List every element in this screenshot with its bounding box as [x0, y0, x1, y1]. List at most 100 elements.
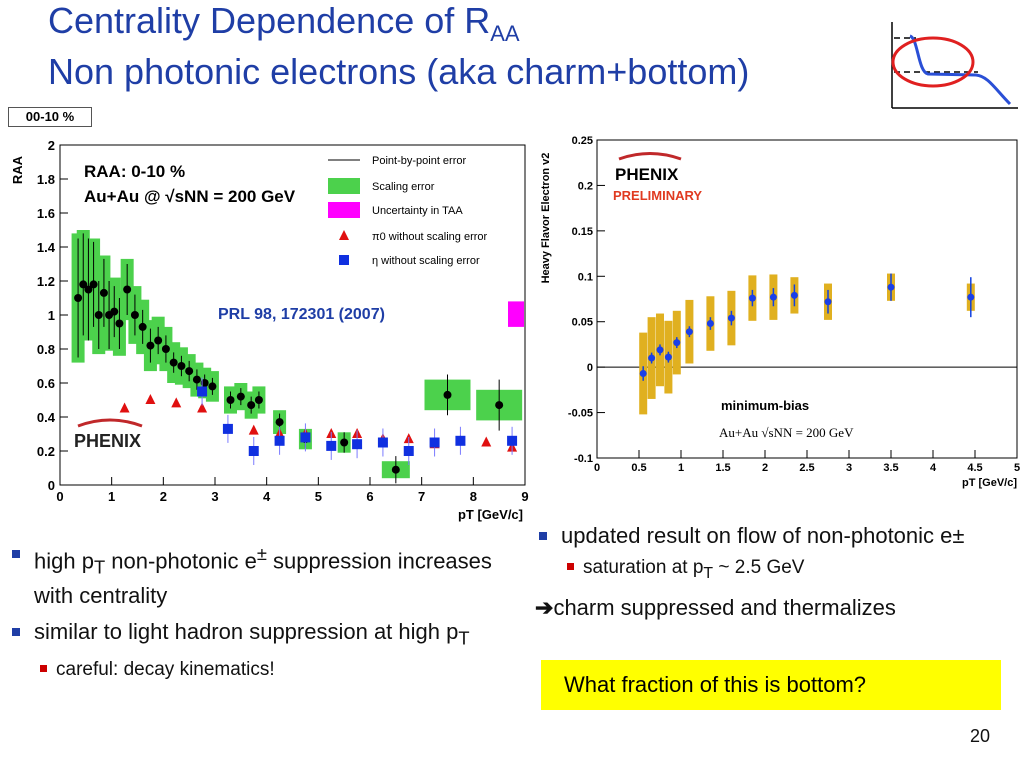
y-tick-label: 0.25	[572, 135, 593, 147]
schematic-sketch	[891, 22, 1018, 109]
legend-entry: Point-by-point error	[372, 155, 466, 167]
x-tick-label: 7	[418, 489, 425, 504]
electron-point	[192, 375, 201, 384]
bullet-1: high pT non-photonic e± suppression incr…	[8, 540, 508, 610]
x-tick-label: 3	[211, 489, 218, 504]
y-tick-label: 1.4	[37, 240, 56, 255]
v2-point	[685, 328, 693, 336]
x-tick-label: 8	[470, 489, 477, 504]
v2-point	[887, 283, 895, 291]
electron-point	[130, 311, 139, 319]
y-tick-label: 1.2	[37, 274, 55, 289]
x-tick-label: 2	[762, 462, 768, 474]
legend-green-marker	[328, 178, 360, 194]
reference: PRL 98, 172301 (2007)	[218, 306, 385, 323]
y-axis-label: Heavy Flavor Electron v2	[540, 153, 552, 284]
y-axis-label: RAA	[10, 155, 25, 184]
electron-point	[247, 401, 256, 410]
legend-entry: Scaling error	[372, 181, 435, 193]
legend-square-marker	[339, 255, 349, 265]
pi0-point	[145, 394, 156, 404]
x-tick-label: 2.5	[799, 462, 814, 474]
eta-point	[377, 437, 388, 448]
v2-point	[706, 320, 714, 328]
eta-point	[326, 440, 337, 451]
v2-point	[673, 339, 681, 347]
annotation-main: RAA: 0-10 %	[84, 162, 185, 181]
eta-point	[248, 446, 259, 456]
v2-point	[748, 294, 756, 302]
left-bullets: high pT non-photonic e± suppression incr…	[8, 540, 508, 684]
y-tick-label: 0.8	[37, 342, 55, 357]
pi0-point	[481, 436, 492, 447]
pi0-point	[119, 402, 130, 413]
electron-point	[340, 438, 349, 447]
x-tick-label: 3	[846, 462, 852, 474]
x-tick-label: 4.5	[967, 462, 982, 474]
electron-point	[169, 358, 178, 367]
y-tick-label: 0	[587, 362, 593, 374]
x-tick-label: 1.5	[715, 462, 730, 474]
x-tick-label: 1	[678, 462, 684, 474]
electron-point	[275, 418, 284, 427]
phenix-logo-arc	[618, 152, 682, 161]
legend-magenta-marker	[328, 202, 360, 218]
electron-point	[236, 392, 245, 401]
preliminary-label: PRELIMINARY	[613, 188, 702, 203]
x-tick-label: 1	[108, 489, 115, 504]
eta-point	[300, 432, 311, 443]
y-tick-label: 1.6	[37, 206, 55, 221]
electron-point	[123, 285, 132, 294]
v2-point	[824, 298, 832, 306]
x-tick-label: 0	[594, 462, 600, 474]
highlight-question: What fraction of this is bottom?	[541, 660, 1001, 710]
pi0-point	[171, 397, 182, 408]
v2-point	[664, 353, 672, 361]
arrow-right-icon: ➔	[535, 594, 554, 620]
plot-frame	[596, 139, 1018, 459]
annotation-energy: Au+Au @ √sNN = 200 GeV	[84, 187, 296, 206]
electron-point	[74, 294, 83, 302]
y-tick-label: 0.4	[37, 410, 56, 425]
y-tick-label: 2	[48, 138, 55, 153]
v2-point	[769, 293, 777, 301]
v2-chart: -0.1 -0.05 0 0.05 0.1 0.15 0.2 0.25 0 0.5 1 1.5 2 2.5…	[535, 128, 1024, 496]
centrality-label: 00-10 %	[8, 107, 92, 127]
eta-point	[222, 423, 233, 434]
slide-title: Centrality Dependence of RAA Non photoni…	[48, 2, 749, 91]
eta-point	[352, 439, 363, 450]
electron-point	[154, 336, 163, 345]
x-tick-label: 5	[315, 489, 322, 504]
x-tick-label: 0.5	[631, 462, 646, 474]
electron-point	[115, 319, 124, 328]
annotation-minbias: minimum-bias	[721, 398, 809, 413]
electron-point	[200, 379, 209, 387]
title-line1: Centrality Dependence of RAA	[48, 0, 520, 47]
electron-point	[208, 382, 217, 391]
x-axis-label: pT [GeV/c]	[962, 477, 1017, 489]
electron-point	[495, 401, 504, 410]
electron-point	[185, 367, 194, 376]
y-tick-label: 0.2	[37, 444, 55, 459]
taa-uncertainty-box	[508, 301, 524, 327]
x-tick-label: 4	[263, 489, 271, 504]
subbullet-1: careful: decay kinematics!	[8, 656, 508, 684]
x-tick-label: 5	[1014, 462, 1020, 474]
y-tick-label: 0	[48, 478, 55, 493]
electron-point	[177, 362, 186, 370]
v2-point	[967, 293, 975, 301]
y-tick-label: 0.2	[578, 180, 593, 192]
subbullet-saturation: saturation at pT ~ 2.5 GeV	[535, 554, 1005, 588]
legend-entry: Uncertainty in TAA	[372, 205, 463, 217]
title-line2: Non photonic electrons (aka charm+bottom…	[48, 51, 750, 93]
y-tick-label: 0.6	[37, 376, 55, 391]
y-tick-label: 1	[48, 308, 55, 323]
y-tick-label: 0.15	[572, 226, 593, 238]
right-bullets: updated result on flow of non-photonic e…	[535, 522, 1005, 622]
electron-point	[391, 465, 400, 474]
x-tick-label: 0	[56, 489, 63, 504]
electron-point	[79, 280, 88, 289]
phenix-logo-arc	[77, 418, 143, 428]
y-tick-label: -0.1	[574, 453, 593, 465]
electron-point	[89, 280, 98, 289]
